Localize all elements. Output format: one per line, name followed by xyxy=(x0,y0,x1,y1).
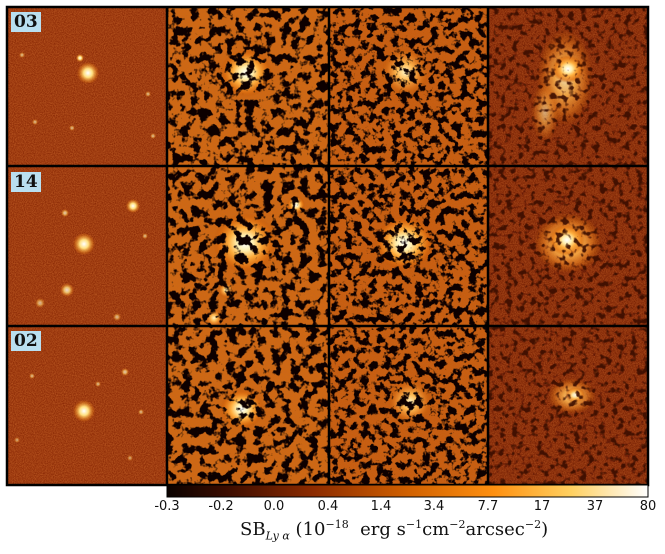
colorbar-tick: 1.4 xyxy=(370,499,392,514)
label-cm: cm xyxy=(422,519,450,540)
colorbar-tick: 37 xyxy=(586,499,604,514)
label-mid: erg s xyxy=(348,519,406,540)
label-exp4: −2 xyxy=(524,518,542,531)
label-exp1: −18 xyxy=(325,518,349,531)
colorbar-tick: 80 xyxy=(639,499,657,514)
lya-column-2 xyxy=(329,7,488,485)
row-label-14: 14 xyxy=(11,172,41,192)
lya-column-1 xyxy=(167,7,329,485)
colorbar-tick: 0.0 xyxy=(263,499,285,514)
colorbar-tick: -0.3 xyxy=(154,499,180,514)
label-close: ) xyxy=(541,519,549,540)
label-arc: arcsec xyxy=(465,519,525,540)
label-sub: Ly α xyxy=(265,529,290,543)
colorbar-tick: -0.2 xyxy=(208,499,234,514)
colorbar-tick: 17 xyxy=(533,499,551,514)
colorbar-tick: 0.4 xyxy=(317,499,339,514)
label-units-open: (10 xyxy=(289,519,326,540)
lya-column-smoothed xyxy=(488,7,648,485)
colorbar-label: SBLy α (10−18 erg s−1cm−2arcsec−2) xyxy=(240,518,548,543)
colorbar-tick: 7.7 xyxy=(477,499,499,514)
label-exp3: −2 xyxy=(449,518,466,531)
label-main: SB xyxy=(240,519,266,540)
row-label-02: 02 xyxy=(11,331,41,351)
colorbar xyxy=(166,484,649,498)
colorbar-tick: 3.4 xyxy=(423,499,445,514)
label-exp2: −1 xyxy=(405,518,423,531)
row-label-03: 03 xyxy=(11,12,41,32)
broadband-column xyxy=(7,7,167,485)
